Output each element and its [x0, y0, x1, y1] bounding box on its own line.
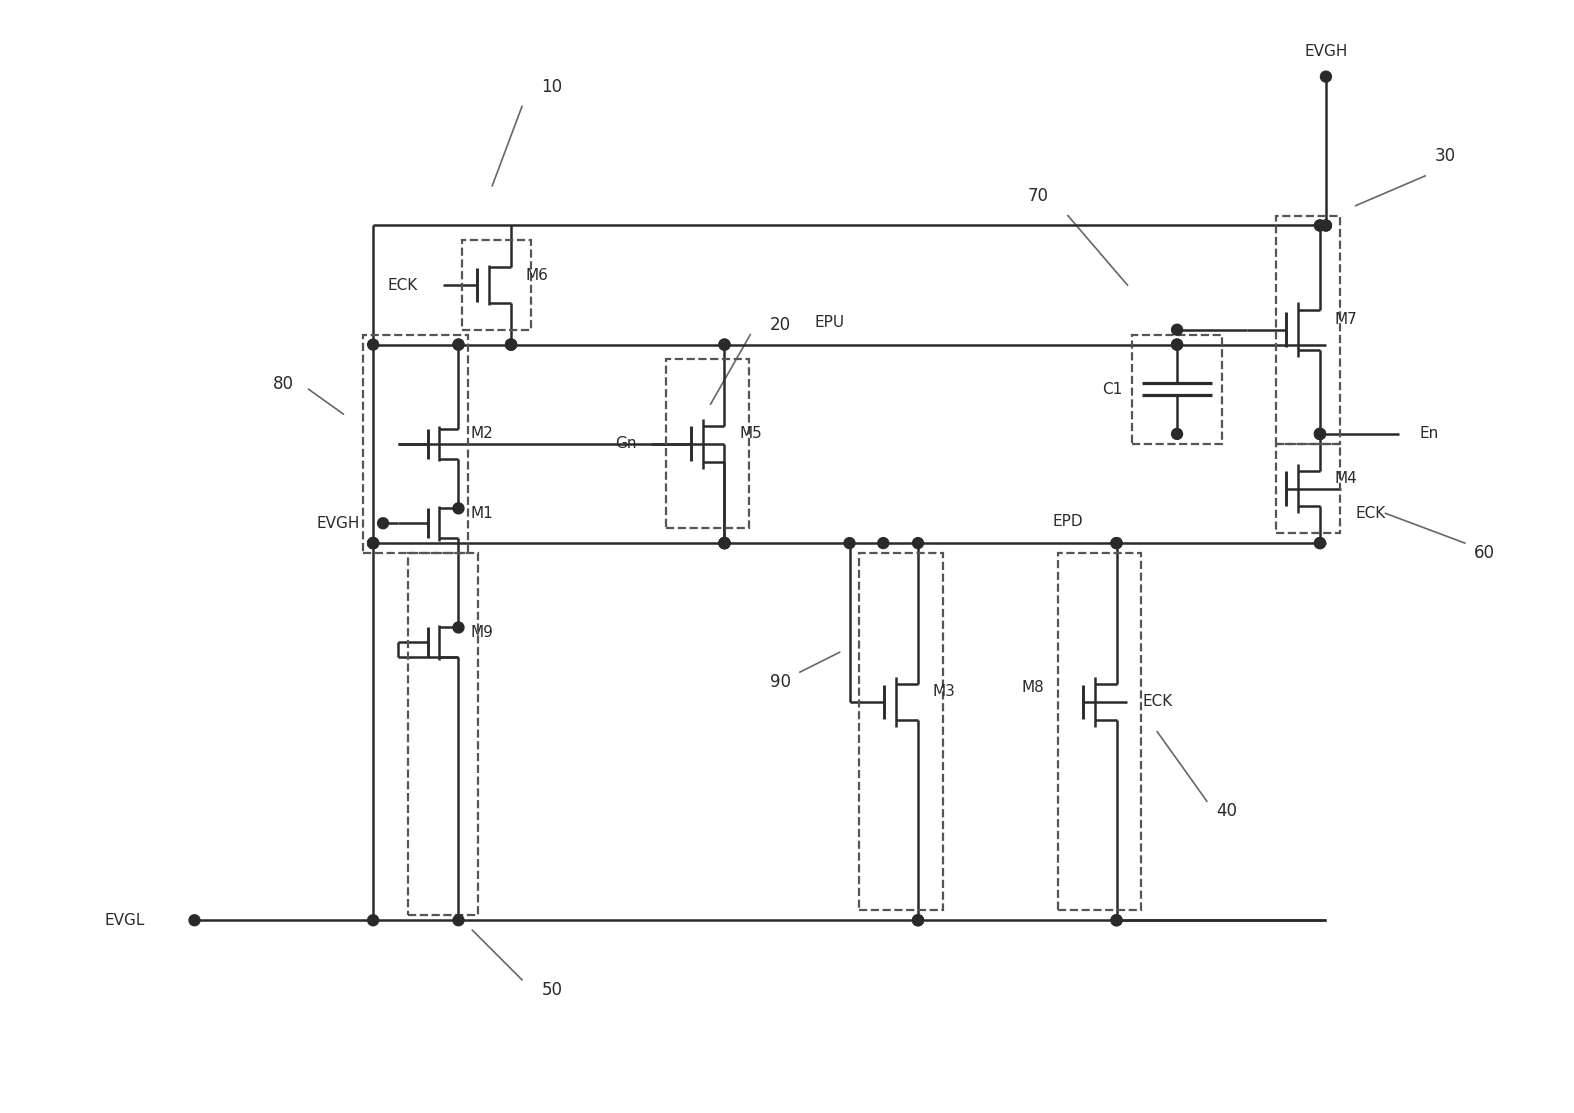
Circle shape	[505, 339, 516, 351]
Text: M4: M4	[1335, 471, 1358, 486]
Text: M1: M1	[471, 505, 493, 521]
Bar	[1132, 335, 1221, 444]
Circle shape	[453, 339, 464, 351]
Bar	[1277, 444, 1339, 533]
Text: EVGH: EVGH	[1305, 45, 1347, 59]
Circle shape	[453, 622, 464, 633]
Text: 70: 70	[1028, 187, 1048, 205]
Text: En: En	[1420, 426, 1439, 442]
Text: Gn: Gn	[614, 436, 636, 452]
Text: 40: 40	[1217, 802, 1237, 820]
Text: 50: 50	[541, 981, 562, 998]
Text: M6: M6	[526, 267, 549, 283]
Circle shape	[1111, 538, 1122, 549]
Circle shape	[913, 538, 924, 549]
Circle shape	[1314, 429, 1325, 440]
Text: 60: 60	[1475, 544, 1495, 562]
Circle shape	[844, 538, 855, 549]
Text: ECK: ECK	[387, 277, 417, 293]
Text: EVGH: EVGH	[316, 515, 360, 531]
Text: ECK: ECK	[1355, 505, 1387, 521]
Circle shape	[1314, 220, 1325, 232]
Text: M3: M3	[933, 684, 955, 699]
Circle shape	[913, 915, 924, 926]
Text: C1: C1	[1102, 382, 1122, 396]
Circle shape	[1314, 429, 1325, 440]
Bar	[859, 553, 943, 910]
Text: M2: M2	[471, 426, 493, 442]
Circle shape	[1111, 915, 1122, 926]
Circle shape	[719, 339, 730, 351]
Bar	[1277, 216, 1339, 444]
Circle shape	[368, 538, 379, 549]
Bar	[463, 240, 530, 329]
Circle shape	[719, 538, 730, 549]
Bar	[1058, 553, 1141, 910]
Circle shape	[1314, 429, 1325, 440]
Text: ECK: ECK	[1143, 695, 1173, 709]
Circle shape	[1111, 538, 1122, 549]
Circle shape	[1171, 339, 1182, 351]
Text: EVGL: EVGL	[104, 913, 145, 928]
Circle shape	[368, 538, 379, 549]
Circle shape	[719, 339, 730, 351]
Text: EPD: EPD	[1053, 514, 1083, 529]
Text: 20: 20	[770, 316, 790, 334]
Text: M5: M5	[740, 426, 762, 442]
Circle shape	[1321, 71, 1332, 82]
Text: 80: 80	[274, 375, 294, 393]
Text: 90: 90	[770, 673, 790, 691]
Circle shape	[1171, 429, 1182, 440]
Circle shape	[1314, 538, 1325, 549]
Circle shape	[1111, 915, 1122, 926]
Circle shape	[505, 339, 516, 351]
Circle shape	[719, 538, 730, 549]
Text: M7: M7	[1335, 313, 1358, 327]
Bar	[408, 553, 478, 915]
Circle shape	[1171, 339, 1182, 351]
Text: 10: 10	[541, 78, 562, 96]
Circle shape	[913, 915, 924, 926]
Circle shape	[505, 339, 516, 351]
Circle shape	[719, 538, 730, 549]
Circle shape	[368, 339, 379, 351]
Text: M9: M9	[471, 624, 493, 640]
Circle shape	[719, 538, 730, 549]
Circle shape	[1314, 220, 1325, 232]
Circle shape	[878, 538, 889, 549]
Text: 30: 30	[1434, 147, 1456, 165]
Circle shape	[378, 518, 389, 529]
Text: EPU: EPU	[815, 315, 845, 331]
Circle shape	[453, 339, 464, 351]
Circle shape	[1314, 538, 1325, 549]
Circle shape	[1171, 324, 1182, 335]
Text: M8: M8	[1022, 680, 1044, 695]
Circle shape	[189, 915, 200, 926]
Circle shape	[368, 538, 379, 549]
Bar	[364, 335, 469, 553]
Circle shape	[1321, 220, 1332, 232]
Circle shape	[453, 915, 464, 926]
Bar	[666, 359, 749, 529]
Circle shape	[1321, 220, 1332, 232]
Circle shape	[453, 503, 464, 514]
Circle shape	[368, 915, 379, 926]
